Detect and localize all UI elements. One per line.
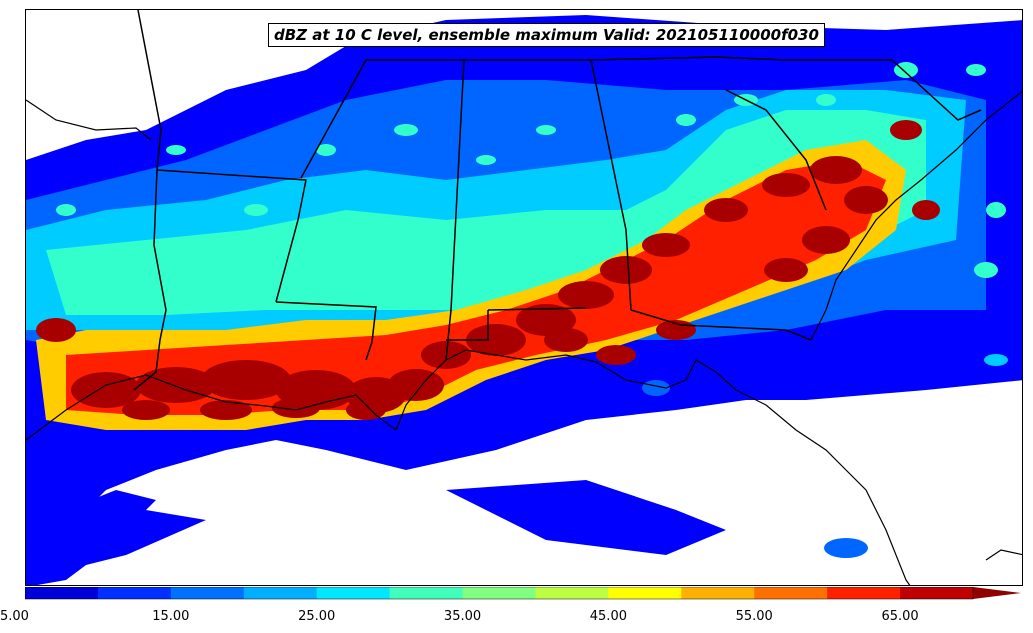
colorbar-segment	[754, 587, 828, 599]
reflectivity-cell	[676, 114, 696, 126]
reflectivity-cell	[558, 281, 614, 309]
coastlines	[26, 90, 1022, 585]
reflectivity-cell	[596, 345, 636, 365]
colorbar-tick-label: 55.00	[735, 609, 773, 624]
reflectivity-region	[66, 160, 886, 415]
reflectivity-cell	[466, 324, 526, 356]
colorbar-tick-label: 65.00	[881, 609, 919, 624]
reflectivity-field	[26, 15, 1022, 585]
colorbar-tick-label: 35.00	[443, 609, 482, 624]
reflectivity-cell	[536, 125, 556, 135]
reflectivity-cell	[600, 256, 652, 284]
reflectivity-cell	[316, 144, 336, 156]
reflectivity-cell	[56, 204, 76, 216]
reflectivity-cell	[824, 538, 868, 558]
reflectivity-cell	[894, 62, 918, 78]
reflectivity-cell	[764, 258, 808, 282]
reflectivity-cell	[974, 262, 998, 278]
colorbar-segment	[900, 587, 974, 599]
reflectivity-cell	[704, 198, 748, 222]
colorbar-segments	[25, 587, 1021, 600]
reflectivity-cell	[166, 145, 186, 155]
state-borders	[133, 10, 982, 391]
colorbar-extension	[973, 587, 1021, 599]
reflectivity-map	[26, 10, 1022, 585]
reflectivity-cell	[244, 204, 268, 216]
colorbar-segment	[608, 587, 682, 599]
colorbar-segment	[170, 587, 245, 599]
reflectivity-cell	[201, 360, 291, 400]
reflectivity-cell	[394, 124, 418, 136]
reflectivity-cell	[272, 398, 320, 418]
reflectivity-cell	[810, 156, 862, 184]
colorbar-segment	[243, 587, 318, 599]
map-title: dBZ at 10 C level, ensemble maximum Vali…	[268, 23, 825, 47]
colorbar-segment	[535, 587, 609, 599]
reflectivity-cell	[816, 94, 836, 106]
reflectivity-cell	[388, 369, 444, 401]
reflectivity-region	[56, 510, 206, 570]
reflectivity-cell	[122, 400, 170, 420]
colorbar-tick-label: 5.00	[0, 609, 29, 624]
reflectivity-cell	[984, 354, 1008, 366]
colorbar-tick-label: 25.00	[298, 609, 336, 624]
colorbar-tick-label: 45.00	[589, 609, 627, 624]
reflectivity-cell	[762, 173, 810, 197]
colorbar-segment	[462, 587, 536, 599]
colorbar-segment	[97, 587, 172, 599]
reflectivity-cell	[986, 202, 1006, 218]
colorbar-segment	[25, 587, 99, 599]
reflectivity-cell	[346, 400, 386, 420]
reflectivity-cell	[912, 200, 940, 220]
reflectivity-cell	[136, 367, 216, 403]
reflectivity-cell	[36, 318, 76, 342]
reflectivity-region	[646, 340, 1022, 400]
colorbar	[25, 587, 1021, 600]
colorbar-segment	[827, 587, 901, 599]
map-panel: dBZ at 10 C level, ensemble maximum Vali…	[25, 9, 1023, 586]
reflectivity-cell	[642, 233, 690, 257]
reflectivity-cell	[544, 328, 588, 352]
reflectivity-cell	[844, 186, 888, 214]
reflectivity-cell	[476, 155, 496, 165]
colorbar-tick-label: 15.00	[152, 609, 190, 624]
reflectivity-cell	[966, 64, 986, 76]
colorbar-segment	[681, 587, 755, 599]
reflectivity-cell	[516, 304, 576, 336]
reflectivity-region	[446, 480, 726, 555]
reflectivity-cell	[890, 120, 922, 140]
reflectivity-cell	[802, 226, 850, 254]
reflectivity-cell	[200, 400, 252, 420]
colorbar-segment	[316, 587, 391, 599]
colorbar-outline	[25, 587, 974, 600]
colorbar-segment	[389, 587, 464, 599]
